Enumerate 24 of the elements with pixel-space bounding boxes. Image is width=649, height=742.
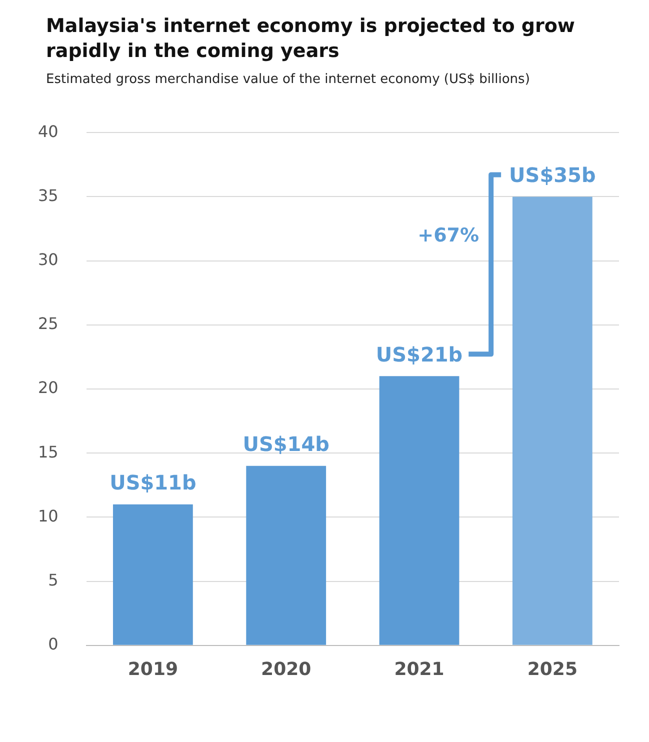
bar	[379, 376, 460, 645]
x-tick-label: 2025	[527, 658, 578, 680]
y-tick-label: 0	[48, 634, 58, 654]
y-tick-label: 40	[38, 122, 58, 141]
y-tick-label: 10	[38, 506, 58, 526]
chart-title: Malaysia's internet economy is projected to grow rapidly in the coming years	[46, 14, 576, 64]
y-tick-label: 30	[38, 250, 58, 269]
data-label: US$11b	[110, 470, 196, 495]
y-tick-label: 15	[38, 442, 58, 462]
data-label: US$21b	[376, 342, 463, 366]
bar	[246, 466, 326, 645]
y-tick-label: 25	[38, 314, 58, 334]
annotation: +67%	[418, 224, 480, 246]
x-tick-label: 2020	[261, 658, 312, 680]
y-tick-label: 5	[48, 570, 58, 590]
x-tick-label: 2021	[394, 658, 444, 680]
data-label: US$35b	[509, 162, 596, 187]
x-tick-label: 2019	[128, 658, 178, 680]
chart-subtitle: Estimated gross merchandise value of the internet economy (US$ billions)	[46, 72, 530, 87]
y-tick-label: 20	[38, 378, 58, 398]
y-tick-label: 35	[38, 186, 58, 205]
data-label: US$14b	[242, 432, 330, 456]
bar	[112, 504, 193, 645]
bar	[512, 196, 592, 645]
